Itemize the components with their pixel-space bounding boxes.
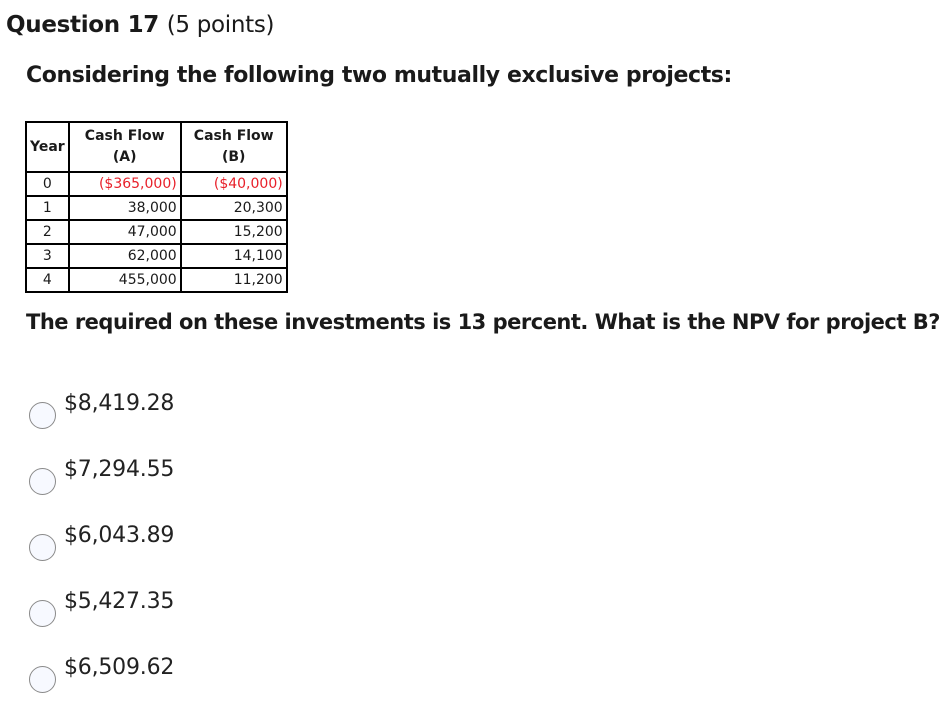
question-title: Question 17 (5 points): [6, 12, 275, 38]
radio-button[interactable]: [29, 600, 56, 627]
answer-option-label: $8,419.28: [64, 391, 175, 416]
cell-year: 1: [25, 195, 70, 221]
header-cash-flow-a-line2: (A): [112, 149, 137, 165]
cell-year: 4: [25, 267, 70, 293]
cell-cash-flow-b: 15,200: [180, 219, 288, 245]
answer-option-4[interactable]: $5,427.35: [29, 588, 174, 654]
answer-option-2[interactable]: $7,294.55: [29, 456, 174, 522]
cell-cash-flow-a: ($365,000): [68, 171, 182, 197]
cell-year: 2: [25, 219, 70, 245]
question-intro: Considering the following two mutually e…: [26, 63, 732, 88]
question-points: (5 points): [166, 12, 275, 38]
question-prompt: The required on these investments is 13 …: [26, 310, 940, 334]
cell-cash-flow-a: 47,000: [68, 219, 182, 245]
answer-options: $8,419.28 $7,294.55 $6,043.89 $5,427.35 …: [29, 390, 174, 720]
table-row: 4 455,000 11,200: [25, 267, 288, 293]
table-row: 1 38,000 20,300: [25, 195, 288, 221]
table-row: 0 ($365,000) ($40,000): [25, 171, 288, 197]
header-cash-flow-a: Cash Flow (A): [68, 121, 182, 173]
cell-year: 0: [25, 171, 70, 197]
answer-option-3[interactable]: $6,043.89: [29, 522, 174, 588]
answer-option-5[interactable]: $6,509.62: [29, 654, 174, 720]
cell-year: 3: [25, 243, 70, 269]
cell-cash-flow-b: 11,200: [180, 267, 288, 293]
radio-button[interactable]: [29, 402, 56, 429]
header-year: Year: [25, 121, 70, 173]
answer-option-label: $6,043.89: [64, 523, 175, 548]
cell-cash-flow-a: 455,000: [68, 267, 182, 293]
cell-cash-flow-b: 20,300: [180, 195, 288, 221]
radio-button[interactable]: [29, 468, 56, 495]
answer-option-label: $6,509.62: [64, 655, 175, 680]
header-cash-flow-a-line1: Cash Flow: [84, 128, 165, 144]
table-row: 2 47,000 15,200: [25, 219, 288, 245]
cell-cash-flow-b: 14,100: [180, 243, 288, 269]
header-cash-flow-b-line1: Cash Flow: [193, 128, 274, 144]
cell-cash-flow-b: ($40,000): [180, 171, 288, 197]
radio-button[interactable]: [29, 666, 56, 693]
cash-flow-table: Year Cash Flow (A) Cash Flow (B) 0 ($365…: [25, 121, 288, 293]
header-cash-flow-b: Cash Flow (B): [180, 121, 288, 173]
header-cash-flow-b-line2: (B): [221, 149, 246, 165]
table-row: 3 62,000 14,100: [25, 243, 288, 269]
answer-option-label: $7,294.55: [64, 457, 175, 482]
cell-cash-flow-a: 62,000: [68, 243, 182, 269]
answer-option-1[interactable]: $8,419.28: [29, 390, 174, 456]
radio-button[interactable]: [29, 534, 56, 561]
answer-option-label: $5,427.35: [64, 589, 175, 614]
question-number: Question 17: [6, 12, 159, 38]
cell-cash-flow-a: 38,000: [68, 195, 182, 221]
table-header-row: Year Cash Flow (A) Cash Flow (B): [25, 121, 288, 173]
